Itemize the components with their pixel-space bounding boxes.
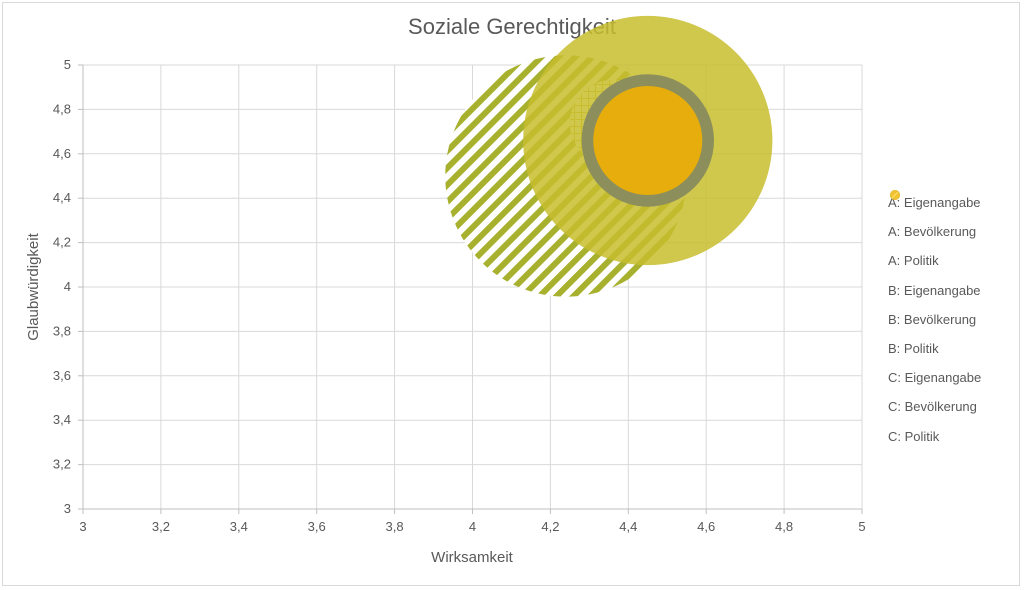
legend-item-a-politik[interactable]: A: Politik	[888, 191, 1018, 275]
legend: A: Eigenangabe A: Bevölkerung A: Politik B:…	[888, 188, 1018, 451]
legend-item-c-eigenangabe[interactable]: C: Eigenangabe	[888, 191, 1018, 392]
legend-label: B: Politik	[888, 341, 939, 357]
bubble-b-politik[interactable]	[593, 85, 703, 196]
legend-item-c-bev-lkerung[interactable]: C: Bevölkerung	[888, 191, 1018, 421]
legend-item-b-eigenangabe[interactable]: B: Eigenangabe	[888, 190, 1018, 305]
x-tick-label: 5	[858, 519, 865, 534]
legend-label: B: Bevölkerung	[888, 311, 977, 327]
legend-item-a-eigenangabe[interactable]: A: Eigenangabe	[888, 188, 1018, 217]
y-tick-label: 4,6	[53, 146, 71, 161]
legend-item-c-politik[interactable]: C: Politik	[888, 191, 1018, 451]
y-tick-label: 3,8	[53, 323, 71, 338]
legend-item-a-bev-lkerung[interactable]: A: Bevölkerung	[888, 191, 1018, 246]
legend-label: C: Eigenangabe	[888, 370, 982, 386]
x-tick-label: 3,2	[152, 519, 170, 534]
legend-label: A: Bevölkerung	[888, 224, 977, 240]
y-tick-label: 4,4	[53, 190, 71, 205]
x-tick-label: 4,2	[541, 519, 559, 534]
legend-label: C: Politik	[888, 428, 940, 444]
x-tick-label: 4,4	[619, 519, 637, 534]
y-tick-label: 3,6	[53, 368, 71, 383]
x-tick-label: 3,8	[386, 519, 404, 534]
y-tick-label: 5	[64, 57, 71, 72]
legend-item-b-politik[interactable]: B: Politik	[888, 190, 1018, 363]
y-axis-title: Glaubwürdigkeit	[25, 232, 42, 340]
legend-label: A: Eigenangabe	[888, 195, 981, 211]
x-tick-label: 4,8	[775, 519, 793, 534]
legend-label: C: Bevölkerung	[888, 399, 977, 415]
legend-label: B: Eigenangabe	[888, 282, 981, 298]
x-tick-label: 3,4	[230, 519, 248, 534]
y-tick-label: 3	[64, 501, 71, 516]
y-tick-label: 4,8	[53, 101, 71, 116]
x-tick-label: 3,6	[308, 519, 326, 534]
y-tick-label: 4	[64, 279, 71, 294]
y-tick-label: 3,4	[53, 412, 71, 427]
x-tick-label: 4	[469, 519, 476, 534]
x-tick-label: 3	[79, 519, 86, 534]
legend-item-b-bev-lkerung[interactable]: B: Bevölkerung	[888, 190, 1018, 334]
y-tick-label: 3,2	[53, 457, 71, 472]
x-axis-title: Wirksamkeit	[431, 549, 513, 566]
legend-label: A: Politik	[888, 253, 939, 269]
y-tick-label: 4,2	[53, 235, 71, 250]
legend-marker-c-politik	[891, 191, 899, 199]
x-tick-label: 4,6	[697, 519, 715, 534]
chart-title: Soziale Gerechtigkeit	[408, 14, 616, 39]
